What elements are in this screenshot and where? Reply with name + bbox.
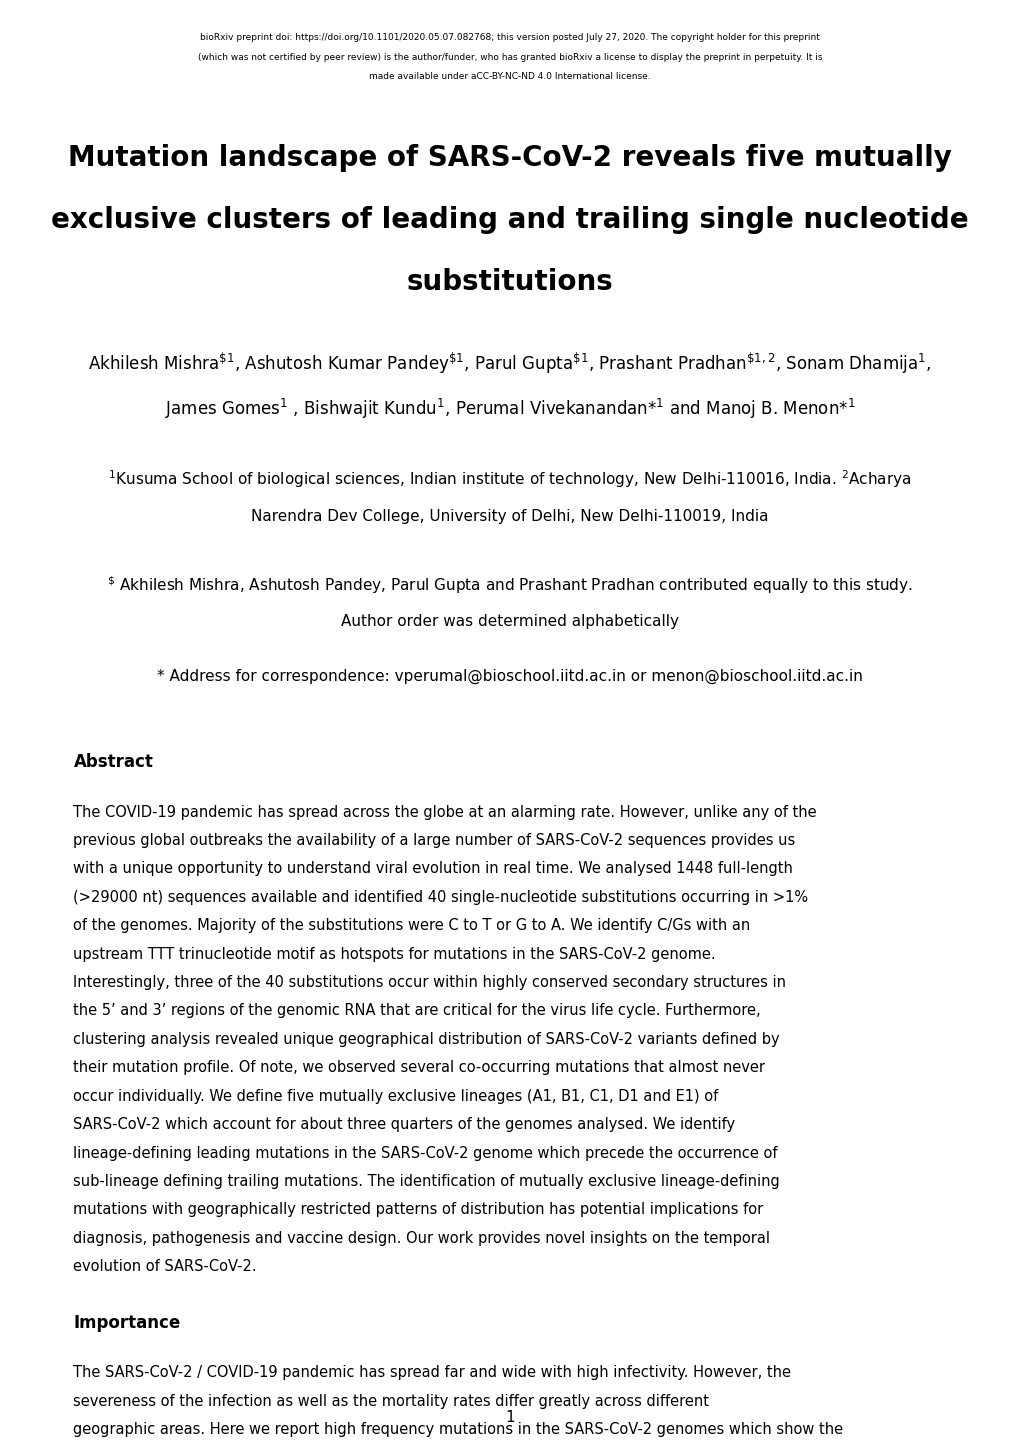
Text: The COVID-19 pandemic has spread across the globe at an alarming rate. However, : The COVID-19 pandemic has spread across … [73, 805, 816, 819]
Text: diagnosis, pathogenesis and vaccine design. Our work provides novel insights on : diagnosis, pathogenesis and vaccine desi… [73, 1230, 769, 1246]
Text: $^{\$}$ Akhilesh Mishra, Ashutosh Pandey, Parul Gupta and Prashant Pradhan contr: $^{\$}$ Akhilesh Mishra, Ashutosh Pandey… [107, 574, 912, 596]
Text: mutations with geographically restricted patterns of distribution has potential : mutations with geographically restricted… [73, 1203, 763, 1217]
Text: James Gomes$^{1}$ , Bishwajit Kundu$^{1}$, Perumal Vivekanandan*$^{1}$ and Manoj: James Gomes$^{1}$ , Bishwajit Kundu$^{1}… [165, 397, 854, 421]
Text: The SARS-CoV-2 / COVID-19 pandemic has spread far and wide with high infectivity: The SARS-CoV-2 / COVID-19 pandemic has s… [73, 1366, 791, 1380]
Text: SARS-CoV-2 which account for about three quarters of the genomes analysed. We id: SARS-CoV-2 which account for about three… [73, 1118, 735, 1132]
Text: occur individually. We define five mutually exclusive lineages (A1, B1, C1, D1 a: occur individually. We define five mutua… [73, 1089, 718, 1103]
Text: made available under aCC-BY-NC-ND 4.0 International license.: made available under aCC-BY-NC-ND 4.0 In… [369, 72, 650, 81]
Text: Narendra Dev College, University of Delhi, New Delhi-110019, India: Narendra Dev College, University of Delh… [251, 509, 768, 523]
Text: sub-lineage defining trailing mutations. The identification of mutually exclusiv: sub-lineage defining trailing mutations.… [73, 1174, 780, 1190]
Text: of the genomes. Majority of the substitutions were C to T or G to A. We identify: of the genomes. Majority of the substitu… [73, 919, 750, 933]
Text: Mutation landscape of SARS-CoV-2 reveals five mutually: Mutation landscape of SARS-CoV-2 reveals… [68, 144, 951, 172]
Text: with a unique opportunity to understand viral evolution in real time. We analyse: with a unique opportunity to understand … [73, 861, 793, 877]
Text: Abstract: Abstract [73, 753, 153, 770]
Text: Author order was determined alphabetically: Author order was determined alphabetical… [340, 614, 679, 629]
Text: exclusive clusters of leading and trailing single nucleotide: exclusive clusters of leading and traili… [51, 206, 968, 234]
Text: 1: 1 [504, 1410, 515, 1425]
Text: (>29000 nt) sequences available and identified 40 single-nucleotide substitution: (>29000 nt) sequences available and iden… [73, 890, 808, 906]
Text: evolution of SARS-CoV-2.: evolution of SARS-CoV-2. [73, 1259, 257, 1275]
Text: substitutions: substitutions [407, 268, 612, 296]
Text: clustering analysis revealed unique geographical distribution of SARS-CoV-2 vari: clustering analysis revealed unique geog… [73, 1032, 780, 1047]
Text: bioRxiv preprint doi: https://doi.org/10.1101/2020.05.07.082768; this version po: bioRxiv preprint doi: https://doi.org/10… [200, 33, 819, 42]
Text: the 5’ and 3’ regions of the genomic RNA that are critical for the virus life cy: the 5’ and 3’ regions of the genomic RNA… [73, 1004, 760, 1018]
Text: Akhilesh Mishra$^{\$1}$, Ashutosh Kumar Pandey$^{\$1}$, Parul Gupta$^{\$1}$, Pra: Akhilesh Mishra$^{\$1}$, Ashutosh Kumar … [88, 350, 931, 375]
Text: (which was not certified by peer review) is the author/funder, who has granted b: (which was not certified by peer review)… [198, 52, 821, 62]
Text: severeness of the infection as well as the mortality rates differ greatly across: severeness of the infection as well as t… [73, 1394, 709, 1409]
Text: their mutation profile. Of note, we observed several co-occurring mutations that: their mutation profile. Of note, we obse… [73, 1060, 764, 1076]
Text: upstream TTT trinucleotide motif as hotspots for mutations in the SARS-CoV-2 gen: upstream TTT trinucleotide motif as hots… [73, 946, 715, 962]
Text: geographic areas. Here we report high frequency mutations in the SARS-CoV-2 geno: geographic areas. Here we report high fr… [73, 1422, 843, 1438]
Text: * Address for correspondence: vperumal@bioschool.iitd.ac.in or menon@bioschool.i: * Address for correspondence: vperumal@b… [157, 669, 862, 685]
Text: Interestingly, three of the 40 substitutions occur within highly conserved secon: Interestingly, three of the 40 substitut… [73, 975, 786, 991]
Text: $^{1}$Kusuma School of biological sciences, Indian institute of technology, New : $^{1}$Kusuma School of biological scienc… [108, 469, 911, 490]
Text: Importance: Importance [73, 1314, 180, 1331]
Text: previous global outbreaks the availability of a large number of SARS-CoV-2 seque: previous global outbreaks the availabili… [73, 833, 795, 848]
Text: lineage-defining leading mutations in the SARS-CoV-2 genome which precede the oc: lineage-defining leading mutations in th… [73, 1145, 777, 1161]
